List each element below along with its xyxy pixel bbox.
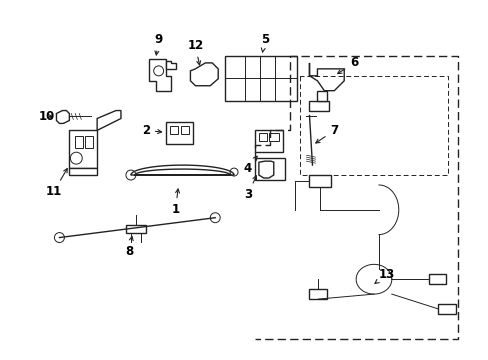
Bar xyxy=(169,126,177,134)
Polygon shape xyxy=(131,165,234,175)
Text: 10: 10 xyxy=(39,110,55,123)
Bar xyxy=(309,175,331,187)
Polygon shape xyxy=(309,63,344,91)
Polygon shape xyxy=(56,111,69,123)
Text: 8: 8 xyxy=(124,237,133,258)
Bar xyxy=(181,126,189,134)
Text: 13: 13 xyxy=(374,268,394,283)
Bar xyxy=(258,133,266,141)
Bar xyxy=(254,158,284,180)
Polygon shape xyxy=(258,161,273,178)
Polygon shape xyxy=(97,111,121,130)
Bar xyxy=(224,56,296,100)
Polygon shape xyxy=(165,61,175,69)
Text: 9: 9 xyxy=(154,33,163,55)
Text: 4: 4 xyxy=(244,156,257,175)
Bar xyxy=(69,130,97,168)
Bar xyxy=(268,133,278,141)
Text: 1: 1 xyxy=(171,189,179,216)
Bar xyxy=(438,304,455,314)
Polygon shape xyxy=(148,59,170,91)
Bar xyxy=(85,136,93,148)
Text: 11: 11 xyxy=(45,168,67,198)
Text: 3: 3 xyxy=(244,176,256,201)
Bar xyxy=(165,122,193,144)
Text: 5: 5 xyxy=(260,33,268,52)
Bar xyxy=(427,274,446,284)
Bar xyxy=(317,91,326,100)
Polygon shape xyxy=(69,168,97,175)
Text: 12: 12 xyxy=(187,39,203,65)
Bar xyxy=(309,289,326,299)
Text: 7: 7 xyxy=(315,124,338,143)
Bar xyxy=(126,225,145,233)
Bar xyxy=(254,130,282,152)
Text: 2: 2 xyxy=(142,124,161,137)
Bar xyxy=(75,136,83,148)
Text: 6: 6 xyxy=(337,57,358,73)
Polygon shape xyxy=(190,63,218,86)
Bar xyxy=(309,100,328,111)
